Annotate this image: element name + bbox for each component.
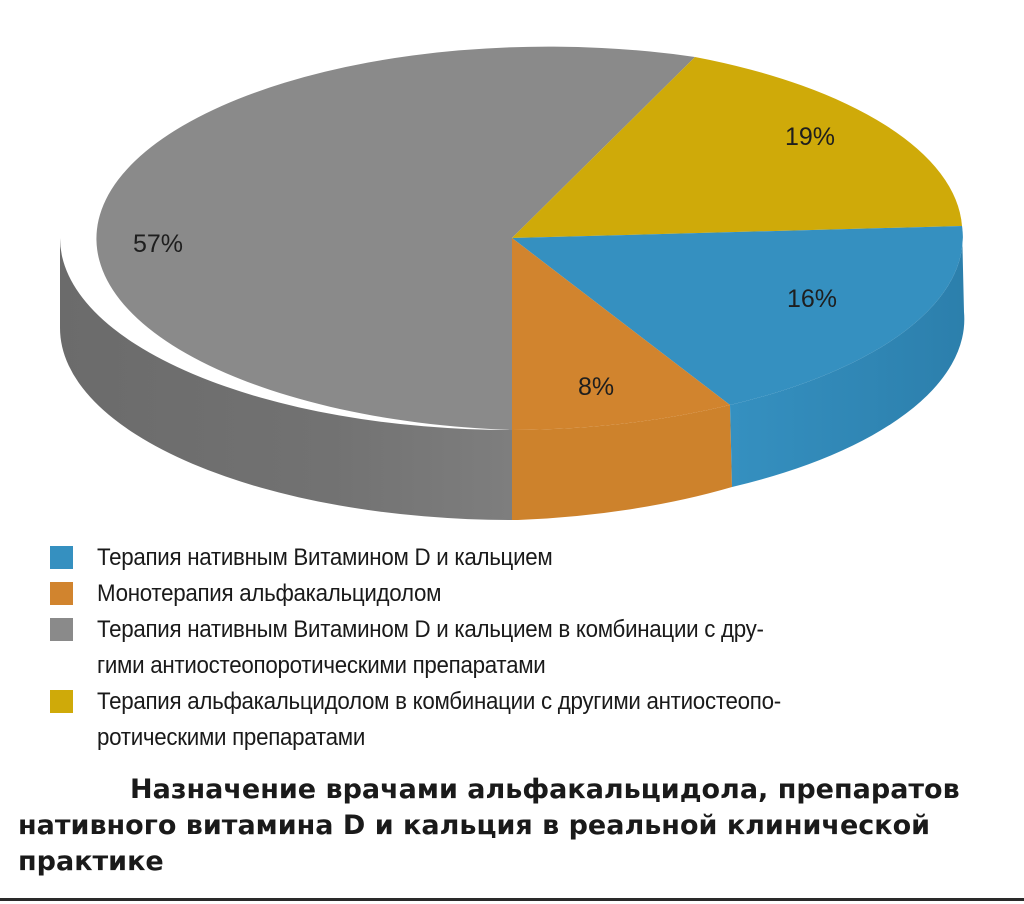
yellow-slice[interactable] xyxy=(512,57,962,238)
chart-title: Назначение врачами альфакальцидола, преп… xyxy=(18,772,1008,880)
legend-item-native-vitd-combo: Терапия нативным Витамином D и кальцием … xyxy=(50,612,1010,684)
blue-slice[interactable] xyxy=(512,226,963,405)
chart-title-line-3: практике xyxy=(18,846,164,877)
legend-label-line-2: ротическими препаратами xyxy=(97,724,366,751)
legend-item-native-vitd-calcium: Терапия нативным Витамином D и кальцием xyxy=(50,540,1010,576)
blue-slice-label: 16% xyxy=(787,285,837,313)
orange-slice[interactable] xyxy=(512,238,730,430)
legend: Терапия нативным Витамином D и кальцием … xyxy=(50,540,1010,756)
chart-title-line-1: Назначение врачами альфакальцидола, преп… xyxy=(130,774,960,805)
blue-slice-side xyxy=(730,226,965,487)
legend-swatch-blue xyxy=(50,546,73,569)
legend-item-alfacalcidol-combo: Терапия альфакальцидолом в комбинации с … xyxy=(50,684,1010,756)
legend-swatch-orange xyxy=(50,582,73,605)
gray-slice-label: 57% xyxy=(133,230,183,258)
legend-swatch-gray xyxy=(50,618,73,641)
legend-label-line-2: гими антиостеопоротическими препаратами xyxy=(97,652,546,679)
gray-slice-side xyxy=(60,238,512,520)
legend-label-line-1: Терапия альфакальцидолом в комбинации с … xyxy=(97,688,781,715)
legend-label: Терапия нативным Витамином D и кальцием xyxy=(97,544,553,571)
legend-label: Монотерапия альфакальцидолом xyxy=(97,580,442,607)
orange-slice-side xyxy=(512,405,732,520)
orange-slice-label: 8% xyxy=(578,373,614,401)
legend-item-alfacalcidol-mono: Монотерапия альфакальцидолом xyxy=(50,576,1010,612)
legend-label-line-1: Терапия нативным Витамином D и кальцием … xyxy=(97,616,764,643)
gray-slice[interactable] xyxy=(96,46,695,431)
pie-chart-3d: 57% 19% 16% 8% xyxy=(60,46,965,520)
legend-swatch-yellow xyxy=(50,690,73,713)
yellow-slice-label: 19% xyxy=(785,123,835,151)
bottom-divider xyxy=(0,898,1024,901)
chart-title-line-2: нативного витамина D и кальция в реально… xyxy=(18,810,931,841)
